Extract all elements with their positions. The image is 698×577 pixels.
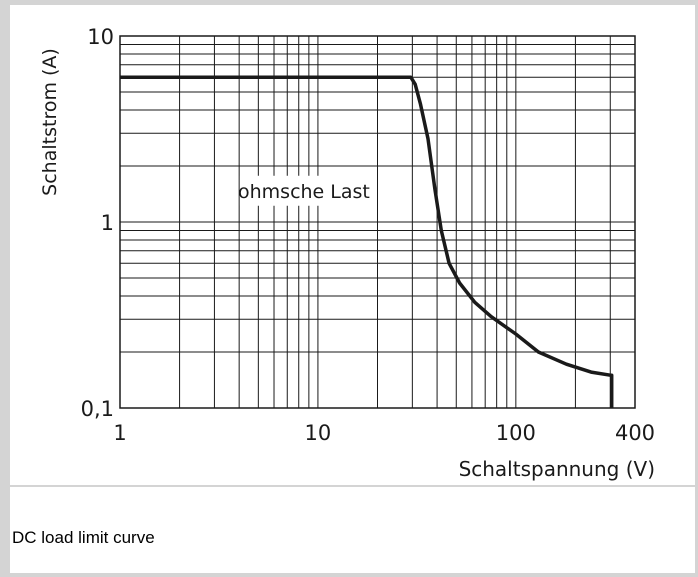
y-tick-label: 1 [101,211,114,235]
divider [10,485,695,487]
plot-frame [119,35,636,409]
y-tick-label: 10 [87,25,114,49]
x-tick-label: 10 [305,421,332,445]
x-tick-label: 400 [615,421,655,445]
y-tick-label: 0,1 [81,397,114,421]
x-axis-title: Schaltspannung (V) [459,457,655,481]
figure-caption: DC load limit curve [12,528,155,547]
y-axis-title: Schaltstrom (A) [39,48,61,196]
annotation-background [239,175,368,206]
annotation-label: ohmsche Last [238,181,370,203]
chart-panel: ohmsche Last 1 10 100 400 0,1 1 10 Schaltspannun… [10,5,695,485]
x-tick-label: 1 [113,421,126,445]
limit-curve [120,75,614,408]
x-tick-label: 100 [496,421,536,445]
